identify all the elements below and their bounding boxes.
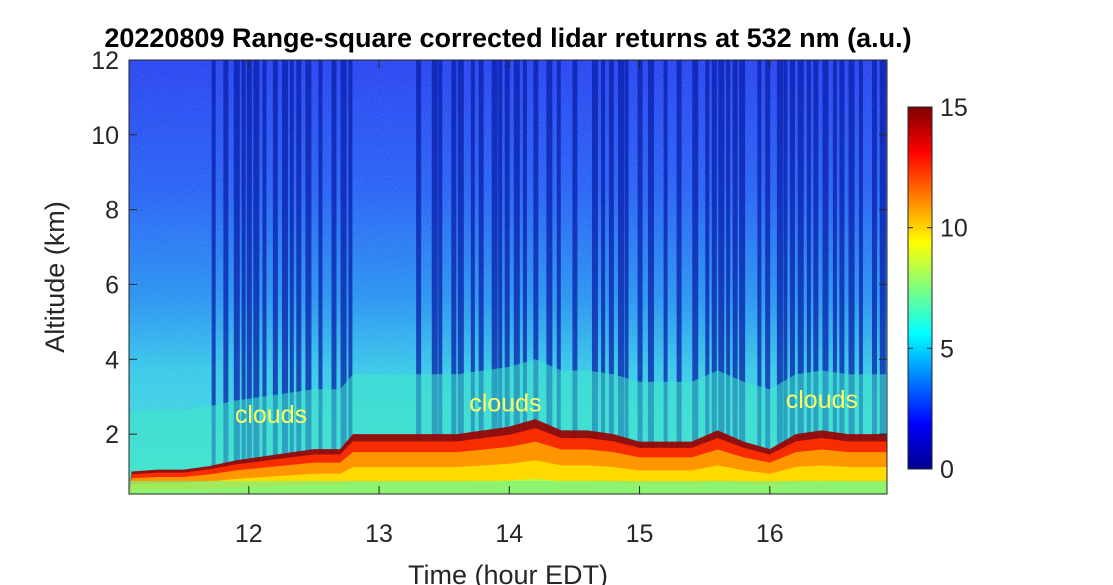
plot-frame — [128, 59, 888, 495]
y-tick-label: 8 — [105, 197, 119, 225]
x-tick-label: 12 — [235, 520, 263, 548]
signal-gap — [348, 60, 353, 494]
y-tick-label: 6 — [105, 271, 119, 299]
surface-band — [129, 480, 887, 494]
signal-gap — [318, 60, 323, 494]
signal-gap — [253, 60, 260, 494]
signal-gap — [624, 60, 629, 494]
signal-gap — [726, 60, 731, 494]
cloud-annotation: clouds — [469, 390, 541, 418]
signal-gap — [765, 60, 771, 494]
signal-gap — [757, 60, 762, 494]
signal-gap — [504, 60, 510, 494]
signal-gap — [340, 60, 347, 494]
signal-gap — [806, 60, 811, 494]
signal-gap — [331, 60, 337, 494]
signal-gap — [783, 60, 788, 494]
signal-gap-layer — [211, 60, 886, 494]
signal-gap — [272, 60, 278, 494]
signal-gap — [813, 60, 819, 494]
signal-gap — [223, 60, 229, 494]
signal-gap — [718, 60, 725, 494]
x-axis: 12 13 14 15 16 — [235, 60, 784, 548]
colorbar-tick-label: 5 — [940, 335, 954, 363]
signal-gap — [498, 60, 503, 494]
signal-gap — [522, 60, 527, 494]
signal-gap — [739, 60, 746, 494]
signal-gap — [705, 60, 710, 494]
cloud-layer — [129, 359, 887, 494]
signal-gap — [211, 60, 216, 494]
y-tick-label: 10 — [91, 122, 119, 150]
x-tick-label: 15 — [626, 520, 654, 548]
chart-title: 20220809 Range-square corrected lidar re… — [104, 23, 911, 53]
signal-gap — [233, 60, 240, 494]
y-tick-label: 2 — [105, 421, 119, 449]
signal-gap — [246, 60, 252, 494]
signal-gap — [262, 60, 267, 494]
x-axis-label: Time (hour EDT) — [408, 560, 608, 585]
signal-gap — [451, 60, 457, 494]
signal-gap — [281, 60, 288, 494]
signal-gap — [637, 60, 643, 494]
signal-gap — [478, 60, 484, 494]
signal-gap — [789, 60, 795, 494]
signal-gap — [305, 60, 312, 494]
x-tick-label: 13 — [365, 520, 393, 548]
signal-gap — [647, 60, 654, 494]
signal-gap — [438, 60, 443, 494]
y-axis: 2 4 6 8 10 12 — [91, 47, 887, 449]
signal-gap — [732, 60, 738, 494]
signal-gap — [822, 60, 829, 494]
signal-gap — [618, 60, 625, 494]
signal-gap — [470, 60, 475, 494]
signal-gap — [608, 60, 614, 494]
signal-gap — [832, 60, 837, 494]
signal-gap — [457, 60, 464, 494]
signal-gap — [797, 60, 804, 494]
signal-gap — [572, 60, 578, 494]
x-tick-label: 14 — [495, 520, 523, 548]
signal-gap — [533, 60, 539, 494]
signal-gap — [591, 60, 598, 494]
colorbar-tick-label: 10 — [940, 215, 968, 243]
signal-gap — [692, 60, 699, 494]
colorbar-tick-label: 15 — [940, 94, 968, 122]
y-tick-label: 12 — [91, 47, 119, 75]
signal-gap — [776, 60, 783, 494]
y-tick-label: 4 — [105, 346, 119, 374]
cloud-annotation: clouds — [235, 401, 307, 429]
annotation-layer: clouds clouds clouds — [235, 386, 858, 429]
cloud-annotation: clouds — [786, 386, 858, 414]
signal-gap — [879, 60, 886, 494]
signal-gap — [289, 60, 294, 494]
signal-gap — [556, 60, 561, 494]
signal-gap — [491, 60, 498, 494]
signal-gap — [676, 60, 682, 494]
signal-gap — [241, 60, 246, 494]
heatmap-area — [129, 60, 887, 494]
signal-gap — [546, 60, 553, 494]
signal-gap — [848, 60, 855, 494]
y-axis-label: Altitude (km) — [40, 201, 70, 353]
signal-gap — [416, 60, 422, 494]
signal-gap — [858, 60, 863, 494]
signal-gap — [839, 60, 845, 494]
signal-gap — [513, 60, 520, 494]
colorbar-tick-label: 0 — [940, 456, 954, 484]
x-tick-label: 16 — [756, 520, 784, 548]
colorbar — [907, 106, 933, 470]
signal-gap — [431, 60, 438, 494]
signal-gap — [871, 60, 877, 494]
colorbar-ticks: 0 5 10 15 — [908, 94, 968, 484]
signal-gap — [601, 60, 606, 494]
signal-gap — [711, 60, 717, 494]
signal-gap — [296, 60, 302, 494]
signal-gap — [663, 60, 668, 494]
